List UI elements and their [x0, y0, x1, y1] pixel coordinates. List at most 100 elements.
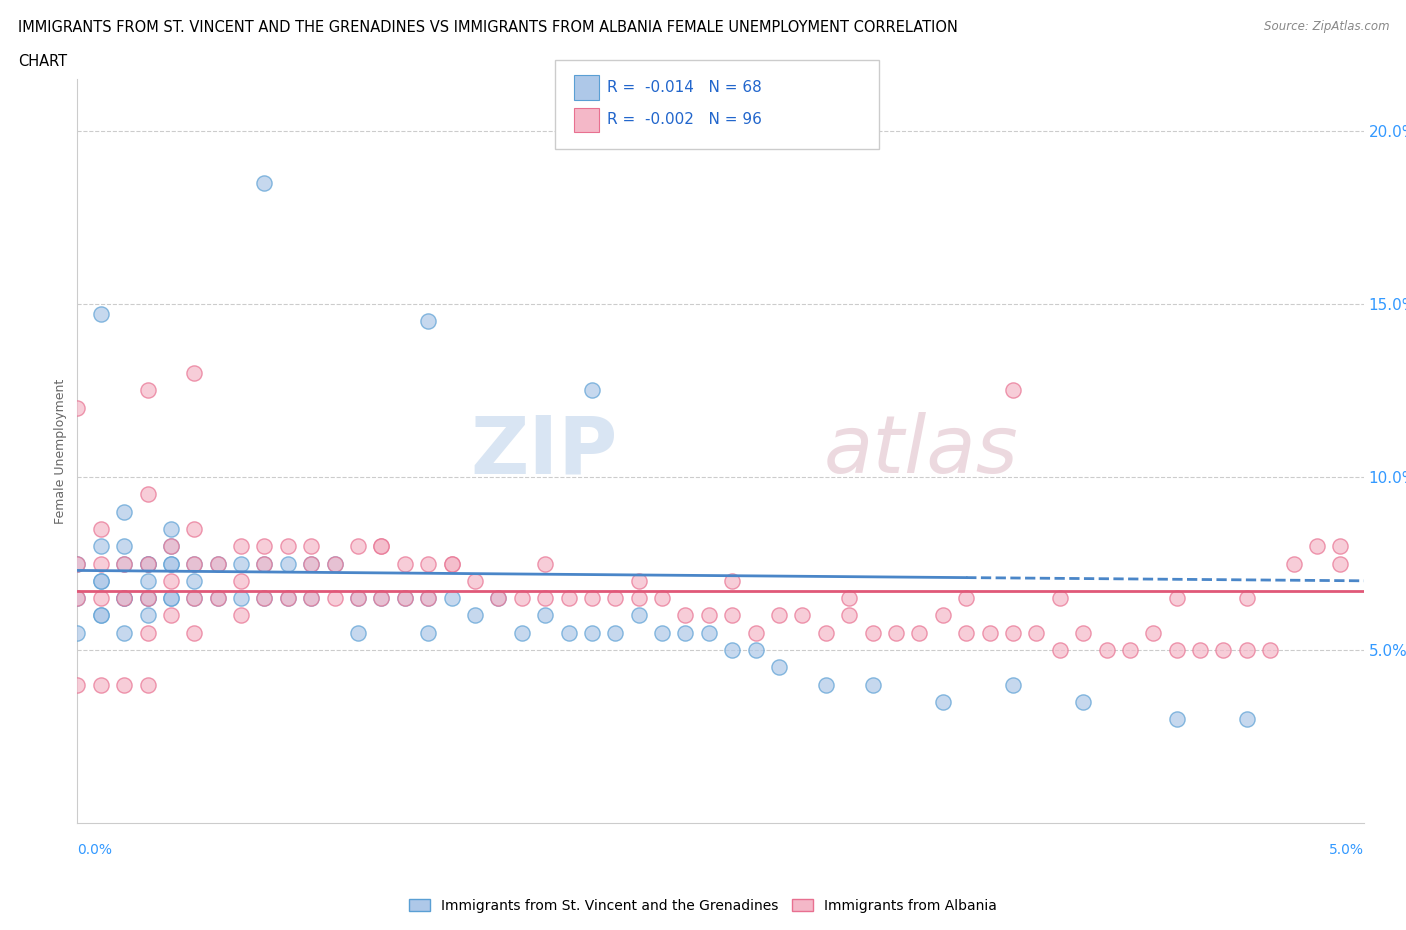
Point [1306, 538, 1329, 553]
Point [136, 591, 159, 605]
Point [768, 660, 790, 675]
Point [160, 522, 183, 537]
Point [651, 625, 673, 640]
Point [277, 556, 299, 571]
Point [347, 625, 370, 640]
Point [299, 556, 322, 571]
Point [207, 591, 229, 605]
Point [207, 556, 229, 571]
Point [908, 625, 931, 640]
Point [136, 677, 159, 692]
Point [581, 625, 603, 640]
Point [370, 538, 392, 553]
Point [183, 556, 205, 571]
Point [90, 574, 112, 589]
Point [370, 538, 392, 553]
Point [112, 591, 135, 605]
Point [112, 504, 135, 519]
Point [183, 365, 205, 380]
Point [1001, 383, 1024, 398]
Point [418, 591, 440, 605]
Point [66, 400, 89, 415]
Point [1049, 643, 1071, 658]
Point [1329, 538, 1351, 553]
Point [814, 625, 837, 640]
Point [253, 591, 276, 605]
Text: R =  -0.002   N = 96: R = -0.002 N = 96 [607, 113, 762, 127]
Point [1236, 591, 1258, 605]
Point [136, 574, 159, 589]
Point [1001, 677, 1024, 692]
Point [862, 625, 884, 640]
Point [534, 556, 557, 571]
Point [277, 591, 299, 605]
Point [183, 591, 205, 605]
Point [510, 625, 533, 640]
Point [534, 591, 557, 605]
Point [697, 625, 720, 640]
Point [932, 695, 955, 710]
Point [792, 608, 814, 623]
Point [721, 643, 744, 658]
Point [440, 591, 463, 605]
Point [1329, 556, 1351, 571]
Point [510, 591, 533, 605]
Point [253, 556, 276, 571]
Point [370, 591, 392, 605]
Point [90, 677, 112, 692]
Point [66, 677, 89, 692]
Point [136, 608, 159, 623]
Point [1258, 643, 1281, 658]
Point [253, 176, 276, 191]
Point [1236, 711, 1258, 726]
Point [697, 608, 720, 623]
Point [1071, 625, 1094, 640]
Point [66, 625, 89, 640]
Point [1142, 625, 1164, 640]
Point [253, 556, 276, 571]
Point [136, 625, 159, 640]
Point [675, 608, 697, 623]
Point [418, 313, 440, 328]
Point [207, 591, 229, 605]
Point [90, 608, 112, 623]
Point [277, 591, 299, 605]
Point [112, 677, 135, 692]
Point [160, 538, 183, 553]
Point [136, 591, 159, 605]
Text: R =  -0.014   N = 68: R = -0.014 N = 68 [607, 80, 762, 95]
Point [486, 591, 509, 605]
Point [299, 591, 322, 605]
Point [1282, 556, 1305, 571]
Legend: Immigrants from St. Vincent and the Grenadines, Immigrants from Albania: Immigrants from St. Vincent and the Gren… [404, 894, 1002, 919]
Point [347, 538, 370, 553]
Point [581, 383, 603, 398]
Point [183, 522, 205, 537]
Point [651, 591, 673, 605]
Text: IMMIGRANTS FROM ST. VINCENT AND THE GRENADINES VS IMMIGRANTS FROM ALBANIA FEMALE: IMMIGRANTS FROM ST. VINCENT AND THE GREN… [18, 20, 957, 35]
Point [323, 556, 346, 571]
Point [253, 591, 276, 605]
Point [299, 591, 322, 605]
Point [90, 556, 112, 571]
Point [486, 591, 509, 605]
Point [744, 643, 766, 658]
Point [112, 625, 135, 640]
Point [90, 591, 112, 605]
Point [1189, 643, 1212, 658]
Point [1071, 695, 1094, 710]
Point [675, 625, 697, 640]
Point [229, 556, 252, 571]
Point [464, 608, 486, 623]
Point [1025, 625, 1047, 640]
Point [1049, 591, 1071, 605]
Point [418, 556, 440, 571]
Point [253, 538, 276, 553]
Point [229, 538, 252, 553]
Point [160, 591, 183, 605]
Point [979, 625, 1001, 640]
Point [955, 591, 977, 605]
Point [66, 591, 89, 605]
Point [323, 556, 346, 571]
Point [229, 608, 252, 623]
